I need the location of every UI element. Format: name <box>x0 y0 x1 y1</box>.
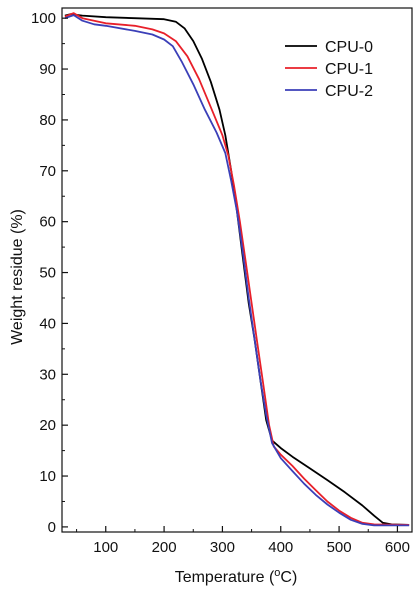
series-line-cpu-2 <box>64 14 410 527</box>
y-tick-label: 90 <box>39 61 56 78</box>
series-layer <box>64 12 410 527</box>
y-tick-label: 60 <box>39 214 56 231</box>
legend-label-cpu-2: CPU-2 <box>325 83 373 100</box>
legend-label-cpu-1: CPU-1 <box>325 61 373 78</box>
legend: CPU-0 CPU-1 CPU-2 <box>285 39 373 100</box>
x-tick-label: 600 <box>385 539 410 556</box>
x-tick-label: 500 <box>327 539 352 556</box>
y-tick-label: 50 <box>39 265 56 282</box>
plot-frame <box>61 7 413 533</box>
y-axis-title: Weight residue (%) <box>9 209 26 345</box>
y-tick-label: 30 <box>39 366 56 383</box>
x-tick-label: 400 <box>268 539 293 556</box>
y-tick-label: 0 <box>48 519 56 536</box>
y-tick-label: 70 <box>39 163 56 180</box>
y-tick-label: 10 <box>39 468 56 485</box>
y-tick-label: 20 <box>39 417 56 434</box>
series-line-cpu-1 <box>64 12 410 526</box>
y-tick-label: 80 <box>39 112 56 129</box>
axes-layer: 0 10 20 30 40 50 60 70 80 90 100 100 200 300 400 500 600 <box>31 10 410 556</box>
x-tick-label: 100 <box>93 539 118 556</box>
x-axis-title: Temperature (oC) <box>175 567 298 586</box>
x-tick-label: 300 <box>210 539 235 556</box>
y-tick-label: 40 <box>39 315 56 332</box>
legend-label-cpu-0: CPU-0 <box>325 39 373 56</box>
y-tick-label: 100 <box>31 10 56 27</box>
x-tick-label: 200 <box>152 539 177 556</box>
plot-area <box>61 7 413 533</box>
